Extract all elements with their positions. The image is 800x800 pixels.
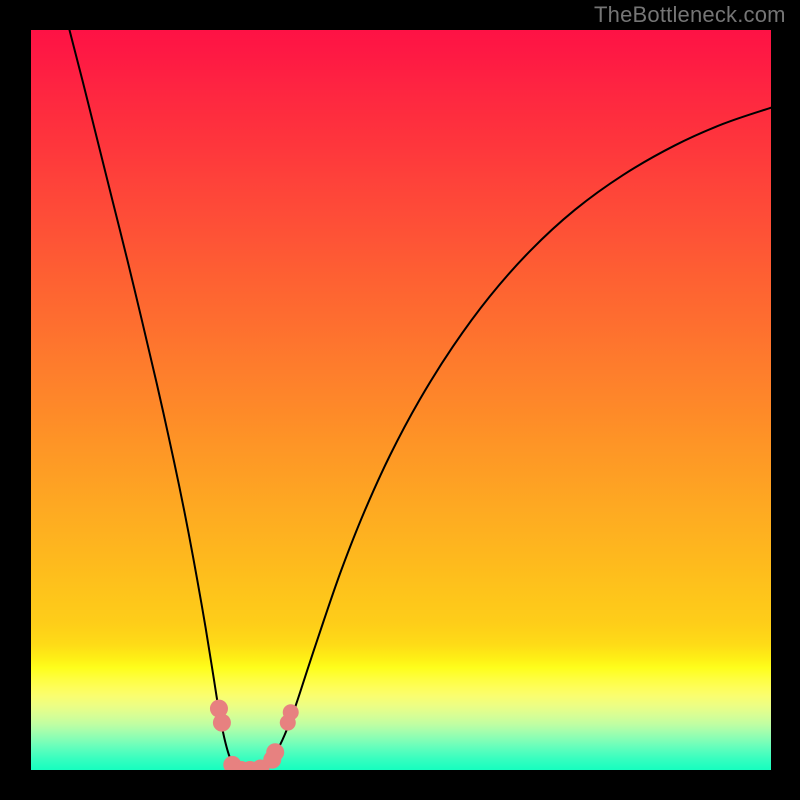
left-marker-1 — [213, 714, 231, 732]
right-marker-4 — [283, 704, 299, 720]
plot-area — [31, 30, 771, 770]
right-marker-2 — [266, 743, 284, 761]
plot-svg — [31, 30, 771, 770]
watermark-text: TheBottleneck.com — [594, 2, 786, 28]
gradient-background — [31, 30, 771, 770]
